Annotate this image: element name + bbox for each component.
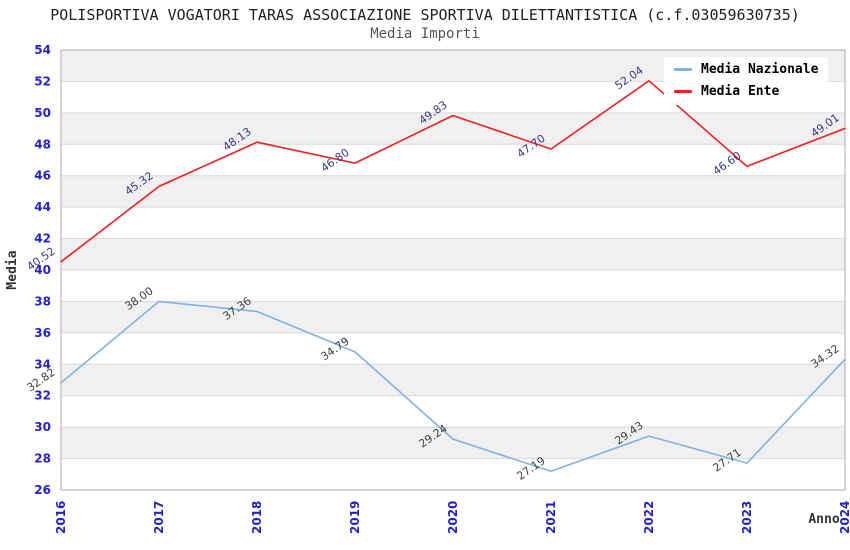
legend-label-ente: Media Ente	[701, 84, 780, 99]
legend-swatch-nazionale-icon	[674, 68, 692, 71]
y-tick-label: 32	[34, 389, 51, 403]
y-tick-label: 54	[34, 43, 51, 57]
y-tick-label: 36	[34, 326, 51, 340]
x-tick-label: 2016	[54, 501, 68, 534]
x-tick-label: 2024	[838, 501, 850, 534]
grid-band	[61, 175, 845, 208]
y-tick-label: 42	[34, 232, 51, 246]
chart-subtitle: Media Importi	[370, 26, 480, 42]
x-tick-label: 2020	[446, 501, 460, 534]
y-tick-label: 40	[34, 263, 51, 277]
y-tick-label: 46	[34, 169, 51, 183]
data-label: 46.60	[710, 149, 743, 178]
legend-item-media-ente[interactable]: Media Ente	[674, 84, 818, 99]
x-tick-label: 2022	[642, 501, 656, 534]
y-tick-label: 50	[34, 106, 51, 120]
data-label: 46.80	[318, 146, 351, 175]
y-tick-label: 38	[34, 294, 51, 308]
x-tick-label: 2023	[740, 501, 754, 534]
chart-title: POLISPORTIVA VOGATORI TARAS ASSOCIAZIONE…	[50, 6, 800, 24]
y-tick-label: 30	[34, 420, 51, 434]
plot-border	[60, 49, 846, 491]
grid-band	[61, 301, 845, 333]
y-tick-label: 26	[34, 483, 51, 497]
grid-band	[61, 238, 845, 270]
y-tick-label: 44	[34, 200, 51, 214]
x-tick-label: 2021	[544, 501, 558, 534]
series-line-nazionale	[60, 300, 846, 473]
y-tick-label: 52	[34, 74, 51, 88]
x-tick-label: 2019	[348, 501, 362, 534]
y-tick-label: 48	[34, 137, 51, 151]
y-tick-label: 34	[34, 357, 51, 371]
y-axis-title: Media	[5, 250, 20, 289]
legend-swatch-ente-icon	[674, 90, 692, 93]
legend-label-nazionale: Media Nazionale	[701, 62, 819, 77]
y-tick-label: 28	[34, 452, 51, 466]
legend-item-media-nazionale[interactable]: Media Nazionale	[674, 62, 818, 77]
legend: Media Nazionale Media Ente	[664, 57, 829, 105]
x-tick-label: 2017	[152, 501, 166, 534]
grid-band	[61, 364, 845, 396]
x-tick-label: 2018	[250, 501, 264, 534]
series-line-ente	[60, 80, 846, 263]
grid-band	[61, 112, 845, 145]
x-axis-title: Anno	[808, 512, 839, 527]
